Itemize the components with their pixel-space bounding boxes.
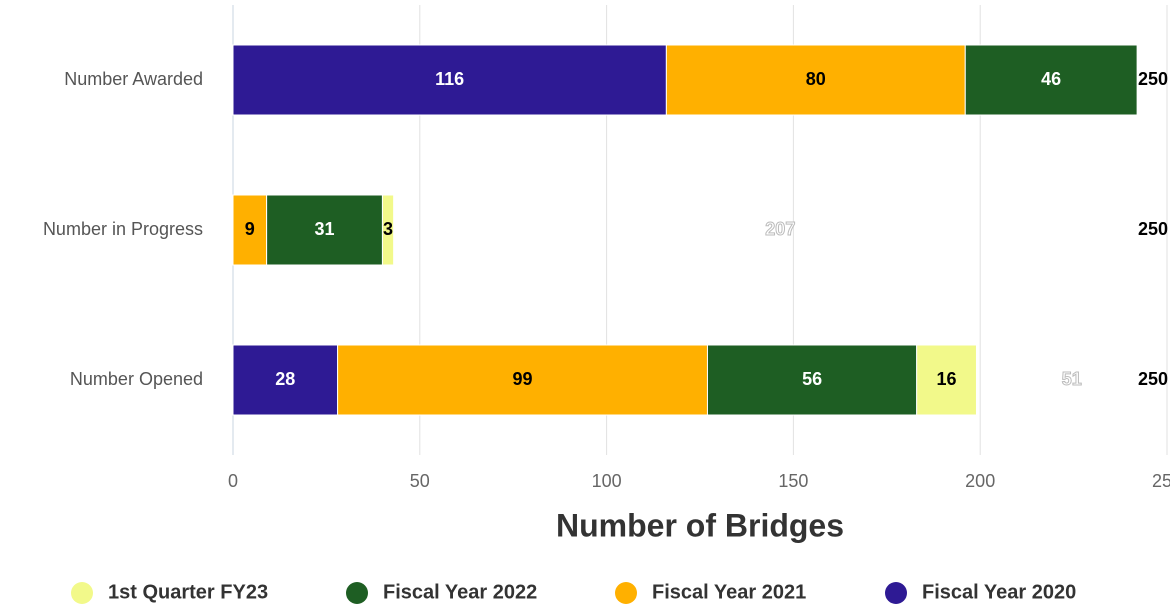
data-label: 56 [802,369,822,389]
data-label: 80 [806,69,826,89]
legend-marker [346,582,368,604]
y-tick-label: Number Opened [70,369,203,389]
legend-label: 1st Quarter FY23 [108,581,268,603]
y-tick-label: Number Awarded [64,69,203,89]
legend-marker [71,582,93,604]
legend-label: Fiscal Year 2022 [383,581,537,603]
data-label: 116 [435,69,464,89]
bar-segment [964,44,1138,116]
remaining-label: 207 [765,219,795,239]
bar-segment [916,344,977,416]
bar-segment [232,194,268,266]
x-tick-label: 250 [1152,471,1170,491]
y-tick-label: Number in Progress [43,219,203,239]
x-tick-label: 150 [778,471,808,491]
bar-segment [706,344,918,416]
x-axis-title: Number of Bridges [556,507,844,543]
data-label: 28 [275,369,295,389]
legend-label: Fiscal Year 2020 [922,581,1076,603]
data-label: 9 [245,219,255,239]
data-label: 3 [383,219,393,239]
data-label: 31 [315,219,335,239]
x-tick-label: 100 [592,471,622,491]
data-label: 99 [513,369,533,389]
x-tick-label: 0 [228,471,238,491]
bar-segment [232,344,339,416]
x-tick-label: 200 [965,471,995,491]
bar-segment [337,344,708,416]
legend-marker [615,582,637,604]
total-label: 250 [1138,369,1168,389]
legend-marker [885,582,907,604]
x-tick-label: 50 [410,471,430,491]
data-label: 46 [1041,69,1061,89]
data-label: 16 [937,369,957,389]
remaining-label: 51 [1062,369,1082,389]
total-label: 250 [1138,219,1168,239]
total-label: 250 [1138,69,1168,89]
bar-segment [266,194,383,266]
bar-segment [232,44,667,116]
legend-label: Fiscal Year 2021 [652,581,806,603]
bar-segment [381,194,395,266]
